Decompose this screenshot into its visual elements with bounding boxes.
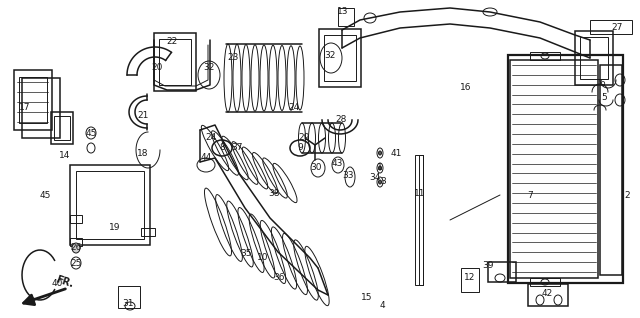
Bar (528, 284, 568, 306)
Bar (510, 60, 598, 278)
Text: 5: 5 (601, 93, 607, 101)
Text: 3: 3 (380, 177, 386, 186)
Text: 27: 27 (611, 24, 623, 32)
Bar (14, 70, 52, 130)
Bar (461, 268, 479, 292)
Text: 24: 24 (205, 134, 216, 142)
Bar (600, 65, 622, 275)
Text: 22: 22 (166, 38, 178, 46)
Text: 43: 43 (332, 158, 342, 168)
Ellipse shape (378, 151, 381, 155)
Text: 17: 17 (19, 102, 31, 112)
Text: 25: 25 (70, 259, 82, 268)
Text: 39: 39 (483, 260, 493, 269)
Bar (530, 52, 560, 60)
Text: 10: 10 (257, 253, 269, 262)
Text: 1: 1 (377, 163, 383, 172)
Text: 7: 7 (527, 190, 533, 199)
Text: 14: 14 (60, 150, 70, 160)
Bar (141, 228, 155, 236)
Bar (51, 112, 73, 144)
Text: 12: 12 (464, 273, 476, 282)
Bar (54, 116, 70, 140)
Bar (70, 165, 150, 245)
Text: 8: 8 (219, 143, 225, 153)
Text: 28: 28 (335, 115, 347, 125)
Text: 21: 21 (138, 110, 148, 120)
Text: 9: 9 (297, 143, 303, 153)
Text: 37: 37 (231, 143, 243, 153)
Text: 13: 13 (337, 6, 349, 16)
Text: 32: 32 (204, 64, 214, 73)
Text: 33: 33 (342, 170, 354, 179)
Bar (19, 77, 47, 123)
Bar (324, 35, 356, 81)
Bar (118, 286, 140, 308)
Bar (154, 33, 196, 91)
Bar (159, 39, 191, 85)
Text: 15: 15 (361, 294, 372, 302)
Bar (76, 171, 144, 239)
Text: 29: 29 (298, 134, 310, 142)
Bar (70, 238, 82, 246)
Bar (580, 37, 608, 79)
Bar (415, 155, 423, 285)
Text: 41: 41 (390, 149, 402, 157)
Bar (575, 31, 613, 85)
Bar (70, 215, 82, 223)
Text: FR.: FR. (55, 274, 76, 289)
Text: 42: 42 (541, 288, 552, 298)
Bar (508, 55, 623, 283)
Text: 18: 18 (137, 149, 148, 157)
Text: 30: 30 (310, 163, 322, 172)
Text: 23: 23 (227, 53, 239, 63)
Text: 11: 11 (414, 189, 426, 197)
Ellipse shape (378, 180, 381, 184)
Text: 35: 35 (240, 248, 252, 258)
Ellipse shape (72, 243, 80, 253)
Text: 2: 2 (624, 190, 630, 199)
Ellipse shape (378, 166, 381, 170)
Text: 31: 31 (122, 299, 134, 308)
Text: 44: 44 (200, 154, 212, 162)
Text: 26: 26 (70, 244, 82, 252)
Bar (419, 155, 423, 285)
Text: 32: 32 (324, 51, 336, 59)
Text: 19: 19 (109, 224, 121, 232)
Text: 6: 6 (599, 79, 605, 87)
Bar (22, 78, 60, 138)
Text: 40: 40 (51, 279, 63, 287)
Text: 45: 45 (39, 190, 51, 199)
Bar (590, 20, 632, 34)
Text: 36: 36 (273, 273, 285, 282)
Text: 16: 16 (460, 82, 472, 92)
Text: 20: 20 (151, 64, 163, 73)
Text: 34: 34 (369, 174, 381, 183)
Bar (488, 262, 516, 282)
Bar (338, 8, 354, 26)
Text: 38: 38 (268, 189, 280, 197)
Text: 45: 45 (85, 128, 97, 137)
Bar (530, 278, 560, 286)
Text: 24: 24 (289, 103, 300, 113)
Text: 4: 4 (379, 301, 385, 309)
Bar (319, 29, 361, 87)
